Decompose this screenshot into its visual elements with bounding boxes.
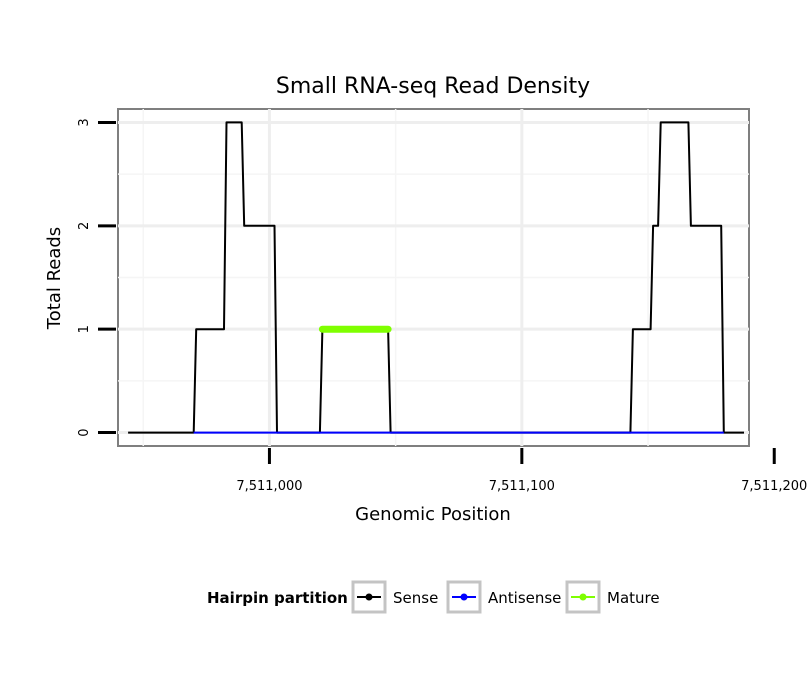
y-tick-label: 0: [77, 428, 92, 436]
y-tick-label: 2: [77, 222, 92, 230]
x-axis-title: Genomic Position: [355, 504, 511, 525]
legend-label-mature: Mature: [607, 589, 660, 607]
legend-label-sense: Sense: [393, 589, 438, 607]
y-axis: 0 1 2 3: [77, 118, 116, 437]
y-axis-title: Total Reads: [44, 227, 65, 330]
legend: Hairpin partition Sense Antisense Mature: [207, 580, 660, 614]
series-line-sense: [128, 121, 744, 434]
legend-item-antisense: Antisense: [446, 580, 561, 614]
chart-title: Small RNA-seq Read Density: [276, 74, 590, 99]
legend-dot-antisense: [460, 593, 468, 601]
series-layer: [128, 121, 744, 434]
legend-item-mature: Mature: [565, 580, 660, 614]
legend-label-antisense: Antisense: [488, 589, 561, 607]
y-tick-label: 3: [77, 118, 92, 126]
x-tick-label: 7,511,000: [236, 479, 302, 494]
legend-dot-mature: [579, 593, 587, 601]
legend-item-sense: Sense: [351, 580, 438, 614]
legend-title: Hairpin partition: [207, 589, 348, 607]
y-tick-label: 1: [77, 325, 92, 333]
x-tick-label: 7,511,100: [489, 479, 555, 494]
x-tick-label: 7,511,200: [741, 479, 807, 494]
x-axis: 7,511,000 7,511,100 7,511,200: [236, 448, 807, 494]
legend-dot-sense: [365, 593, 373, 601]
